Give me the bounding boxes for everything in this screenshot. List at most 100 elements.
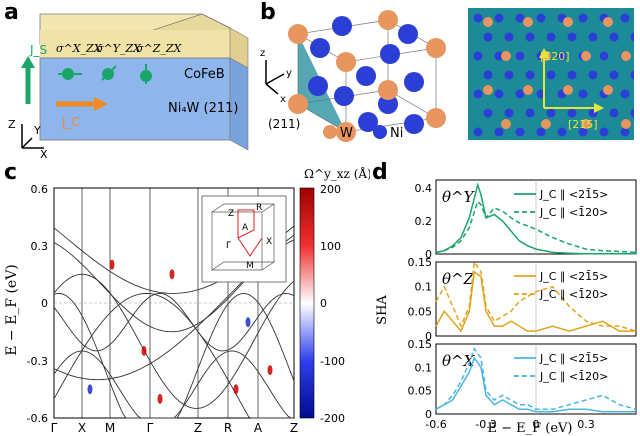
- surface-ni-atom: [536, 127, 546, 137]
- surface-ni-atom: [515, 127, 525, 137]
- sha-ytick: 0.1: [415, 361, 433, 374]
- surface-ni-atom: [620, 127, 630, 137]
- surface-ni-atom: [599, 127, 609, 137]
- crystal-axis-x: [265, 83, 279, 95]
- axis-y-line: [21, 137, 33, 149]
- axis-z-label: Z: [8, 118, 16, 131]
- sha-legend-label: J_C ∥ <1̄20>: [539, 370, 608, 383]
- surface-ni-atom: [546, 32, 556, 42]
- kpoint-x: X: [78, 421, 86, 435]
- sha-ytick: 0: [425, 408, 432, 421]
- surface-w-atom: [523, 17, 533, 27]
- plane-label: (211): [268, 117, 300, 131]
- surface-ni-atom: [515, 13, 525, 23]
- surface-w-atom: [501, 119, 511, 129]
- sha-series-line: [435, 259, 637, 332]
- surface-ni-atom: [630, 108, 634, 118]
- spin-label-x: σ^X_ZX: [56, 42, 103, 55]
- legend-ni-marker: [373, 125, 387, 139]
- surface-ni-atom: [494, 89, 504, 99]
- surface-ni-atom: [630, 70, 634, 80]
- surface-ni-atom: [494, 127, 504, 137]
- spin-current-arrowhead: [21, 56, 35, 68]
- sha-series-line: [435, 356, 636, 413]
- colorbar: [299, 187, 315, 419]
- surface-ni-atom: [620, 89, 630, 99]
- bands-ylabel: E − E_F (eV): [4, 264, 20, 356]
- surface-ni-atom: [578, 13, 588, 23]
- sha-legend-label: J_C ∥ <21̄5>: [539, 352, 608, 365]
- crystal-axis-x-label: x: [280, 94, 286, 105]
- surface-w-atom: [483, 17, 493, 27]
- charge-current-label: J_C: [61, 115, 80, 129]
- sha-series-line: [435, 182, 636, 255]
- surface-ni-atom: [609, 32, 619, 42]
- sha-ytick: 0.4: [415, 182, 433, 195]
- surface-ni-atom: [515, 89, 525, 99]
- panel-label-c: c: [4, 160, 18, 185]
- surface-w-atom: [541, 119, 551, 129]
- ytick-0: 0: [41, 297, 48, 310]
- surface-ni-atom: [630, 32, 634, 42]
- surface-ni-atom: [525, 108, 535, 118]
- bz-label-a: A: [242, 223, 249, 233]
- panel-label-d: d: [372, 160, 388, 185]
- ni-atoms: [308, 16, 424, 134]
- kpoint-a: A: [254, 421, 263, 435]
- surface-ni-atom: [578, 127, 588, 137]
- sha-plots: 0.4 0.2 0 θ^Y J_C ∥ <21̄5> J_C ∥ <1̄20> 0.15 0.…: [408, 179, 637, 431]
- spin-arrow-y: [101, 65, 117, 81]
- spin-label-y: σ^Y_ZX: [96, 42, 142, 55]
- panel-label-a: a: [4, 0, 19, 25]
- ni4w-right: [229, 57, 249, 151]
- surface-w-atom: [501, 51, 511, 61]
- berry-hotspot: [169, 269, 175, 280]
- sha-ytick: 0.05: [408, 305, 433, 318]
- sha-legend-label: J_C ∥ <1̄20>: [539, 206, 608, 219]
- spin-current-label: J_S: [29, 43, 47, 57]
- surface-ni-atom: [567, 70, 577, 80]
- surface-ni-atom: [536, 13, 546, 23]
- surface-ni-atom: [494, 51, 504, 61]
- band-curve: [53, 350, 294, 419]
- surface-ni-atom: [494, 13, 504, 23]
- surface-ni-atom: [525, 70, 535, 80]
- dir-label-120: [1̄20]: [540, 50, 570, 63]
- surface-ni-atom: [557, 51, 567, 61]
- surface-ni-atom: [504, 108, 514, 118]
- ytick-0.3: 0.3: [31, 240, 49, 253]
- kpoint-r: R: [224, 421, 232, 435]
- charge-current-arrowhead: [94, 97, 108, 111]
- sha-xtick: 0: [533, 418, 540, 431]
- surface-w-atom: [603, 17, 613, 27]
- panel-label-b: b: [260, 0, 276, 25]
- berry-hotspot: [233, 384, 239, 395]
- sha-ylabel: SHA: [375, 295, 390, 325]
- surface-ni-atom: [588, 32, 598, 42]
- surface-w-atom: [563, 17, 573, 27]
- dir-arrowhead-120: [539, 48, 549, 58]
- surface-w-atom: [581, 51, 591, 61]
- panel-b-crystal: z y x (211) W Ni: [260, 10, 446, 142]
- legend-w-marker: [323, 125, 337, 139]
- sha-series-line: [435, 199, 637, 254]
- surface-ni-atom: [515, 51, 525, 61]
- berry-hotspot: [245, 317, 251, 328]
- panel-a-schematic: σ^X_ZX σ^Y_ZX σ^Z_ZX CoFeB Ni₄W (211) J_…: [8, 13, 249, 160]
- dir-arrowhead-215: [594, 103, 604, 113]
- surface-ni-atom: [588, 70, 598, 80]
- bz-label-r: R: [256, 203, 262, 213]
- surface-ni-atom: [578, 89, 588, 99]
- ytick-minus0.3: -0.3: [27, 355, 48, 368]
- sha-xtick: -0.6: [425, 418, 446, 431]
- panel-b-surface: [1̄20] [21̄5]: [468, 8, 634, 140]
- sha-ytick: 0.05: [408, 385, 433, 398]
- surface-w-atom: [563, 85, 573, 95]
- bz-label-x: X: [266, 237, 272, 247]
- surface-ni-atom: [609, 108, 619, 118]
- dir-label-215: [21̄5]: [568, 118, 598, 131]
- sha-panel-title: θ^X: [442, 352, 476, 370]
- surface-w-atom: [523, 85, 533, 95]
- cofeb-front: [40, 30, 230, 58]
- sha-legend-label: J_C ∥ <1̄20>: [539, 288, 608, 301]
